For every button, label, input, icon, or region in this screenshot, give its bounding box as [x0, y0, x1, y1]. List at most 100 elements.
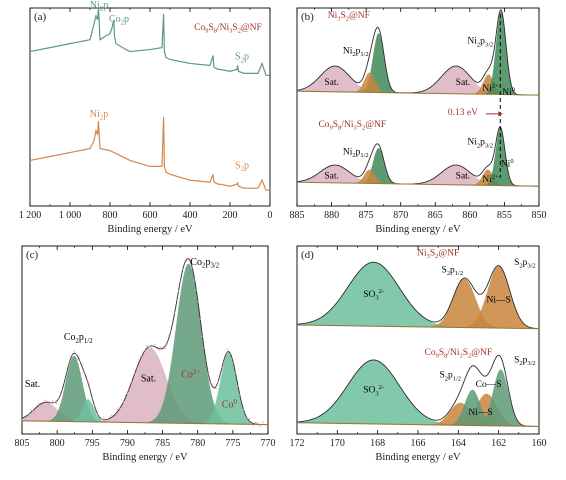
raw-data-point: [246, 417, 249, 419]
peak-annotation: Ni2p: [90, 0, 108, 13]
raw-data-point: [91, 398, 93, 400]
peak-annotation: Ni0: [501, 158, 514, 170]
peak-annotation: SO32-: [363, 384, 384, 397]
raw-data-point: [138, 359, 140, 361]
raw-data-point: [128, 389, 131, 391]
x-tick-label: 172: [290, 438, 305, 449]
x-tick-label: 795: [85, 438, 100, 449]
peak-annotation: Sat.: [456, 78, 471, 88]
legend-title: Co9S8/Ni3S2@NF: [194, 23, 262, 35]
raw-data-point: [240, 399, 243, 402]
x-tick-label: 785: [155, 438, 170, 449]
raw-data-point: [183, 261, 186, 263]
raw-data-point: [73, 350, 75, 352]
raw-data-point: [81, 364, 83, 366]
raw-data-point: [95, 407, 97, 409]
raw-data-point: [112, 416, 115, 419]
fit-peak: [100, 263, 269, 425]
raw-data-point: [51, 399, 54, 402]
raw-data-point: [199, 318, 201, 321]
raw-data-point: [69, 360, 72, 362]
raw-data-point: [46, 400, 48, 402]
raw-data-point: [195, 289, 198, 291]
raw-data-point: [105, 419, 107, 422]
raw-data-point: [38, 402, 40, 405]
raw-data-point: [227, 349, 229, 351]
peak-annotation: Ni3S2@NF: [417, 248, 459, 260]
x-tick-label: 775: [225, 438, 240, 449]
raw-data-point: [32, 410, 34, 412]
fit-background: [296, 324, 540, 330]
fit-peak: [418, 389, 527, 427]
raw-data-point: [179, 281, 182, 283]
raw-data-point: [203, 346, 205, 349]
peak-annotation: Ni—S: [468, 408, 492, 418]
raw-data-point: [209, 381, 211, 383]
raw-data-point: [57, 397, 60, 399]
peak-annotation: Ni2p3/2: [467, 138, 493, 150]
panel-a-survey: 1 200 1 000 800 600 400 200 0 Binding energy / …: [0, 0, 283, 237]
raw-data-point: [48, 403, 50, 406]
panel-letter: (d): [301, 249, 314, 261]
fit-peak: [446, 369, 539, 427]
raw-data-point: [177, 290, 180, 293]
fit-background: [296, 181, 540, 187]
panel-b-ni2p: 885 880 875 870 865 860 855 850 Binding energy /…: [283, 0, 566, 237]
raw-data-point: [107, 420, 109, 422]
raw-data-point: [262, 421, 264, 424]
raw-data-point: [136, 367, 138, 369]
raw-data-point: [122, 401, 125, 403]
x-tick-label: 780: [190, 438, 205, 449]
raw-data-point: [132, 374, 135, 377]
raw-data-point: [77, 359, 79, 361]
fit-peak: [465, 11, 537, 96]
fit-peak: [22, 355, 134, 423]
raw-data-point: [162, 346, 164, 348]
raw-data-point: [154, 343, 156, 346]
x-tick-label: 800: [50, 438, 65, 449]
fit-peak: [339, 33, 418, 94]
raw-data-point: [231, 357, 233, 360]
fit-background: [21, 420, 269, 426]
raw-data-point: [213, 386, 215, 388]
raw-data-point: [116, 408, 119, 411]
raw-data-point: [28, 413, 30, 415]
peak-annotation: Sat.: [456, 171, 471, 181]
raw-data-point: [189, 258, 192, 261]
peak-annotation: S2p3/2: [514, 258, 536, 270]
fit-peak: [451, 74, 526, 95]
peak-annotation: SO32-: [363, 288, 384, 301]
raw-data-point: [101, 418, 103, 420]
panel-d-s2p: 172 170 168 166 164 162 160 Binding energy / eV…: [283, 238, 566, 475]
raw-data-point: [118, 407, 121, 409]
panel-a-svg: 1 200 1 000 800 600 400 200 0 Binding energy / …: [19, 0, 273, 235]
fit-peak: [33, 347, 266, 425]
fit-peak: [450, 169, 526, 186]
panel-letter: (b): [301, 11, 314, 23]
raw-data-point: [171, 324, 174, 326]
raw-data-point: [219, 372, 221, 374]
raw-data-point: [248, 418, 251, 420]
raw-data-point: [67, 363, 70, 366]
raw-data-point: [201, 335, 203, 337]
peak-annotation: Ni0: [502, 87, 515, 99]
x-axis-label: Binding energy / eV: [107, 224, 193, 235]
raw-data-point: [156, 348, 158, 350]
fit-peak: [339, 147, 418, 185]
raw-data-point: [120, 407, 123, 409]
raw-data-point: [150, 347, 152, 349]
peak-annotation: Co2p1/2: [64, 332, 93, 345]
raw-data-point: [181, 268, 184, 270]
raw-data-point: [124, 394, 127, 397]
raw-data-point: [158, 349, 160, 351]
fit-background: [296, 422, 540, 428]
peak-annotation: Sat.: [25, 379, 40, 390]
raw-data-point: [87, 380, 89, 383]
peak-annotation: S2p1/2: [442, 265, 464, 277]
raw-data-point: [160, 346, 162, 348]
raw-data-point: [63, 382, 66, 384]
raw-data-point: [185, 260, 188, 262]
x-tick-label: 770: [261, 438, 276, 449]
raw-data-point: [244, 416, 247, 418]
peak-annotation: Ni2+: [482, 174, 499, 186]
